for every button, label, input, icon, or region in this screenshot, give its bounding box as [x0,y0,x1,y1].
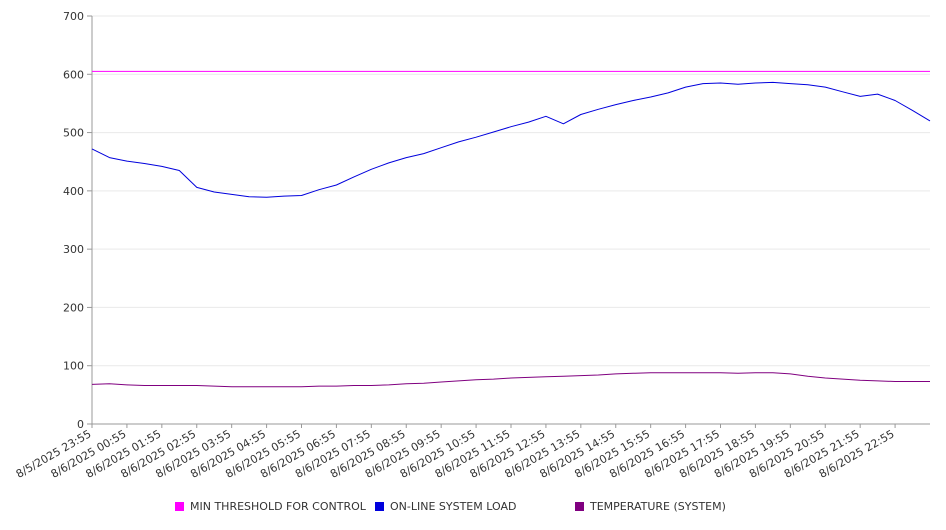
y-tick-label: 700 [63,10,84,23]
y-tick-labels: 0 100 200 300 400 500 600 700 [63,10,84,431]
legend-item-system-load[interactable]: ON-LINE SYSTEM LOAD [375,497,516,515]
y-tick-label: 600 [63,68,84,81]
y-tick-label: 500 [63,127,84,140]
legend-label-system-load: ON-LINE SYSTEM LOAD [390,499,517,513]
series-line-temperature [91,372,930,388]
series-line-system-load [91,81,931,198]
gridlines [92,15,930,367]
chart-legend: MIN THRESHOLD FOR CONTROL ON-LINE SYSTEM… [0,497,946,515]
legend-swatch-threshold [175,501,184,511]
y-tick-label: 0 [77,418,84,431]
y-tick-label: 300 [63,243,84,256]
legend-item-threshold[interactable]: MIN THRESHOLD FOR CONTROL [175,497,366,515]
legend-swatch-system-load [375,501,384,511]
series-lines [91,70,931,388]
legend-label-temperature: TEMPERATURE (SYSTEM) [590,499,726,513]
legend-swatch-temperature [575,501,584,511]
legend-label-threshold: MIN THRESHOLD FOR CONTROL [190,499,366,513]
y-tick-label: 200 [63,301,84,314]
y-tick-label: 100 [63,360,84,373]
axes [87,15,930,428]
x-tick-labels: 8/5/2025 23:558/6/2025 00:558/6/2025 01:… [14,427,897,481]
y-tick-label: 400 [63,185,84,198]
legend-item-temperature[interactable]: TEMPERATURE (SYSTEM) [575,497,726,515]
